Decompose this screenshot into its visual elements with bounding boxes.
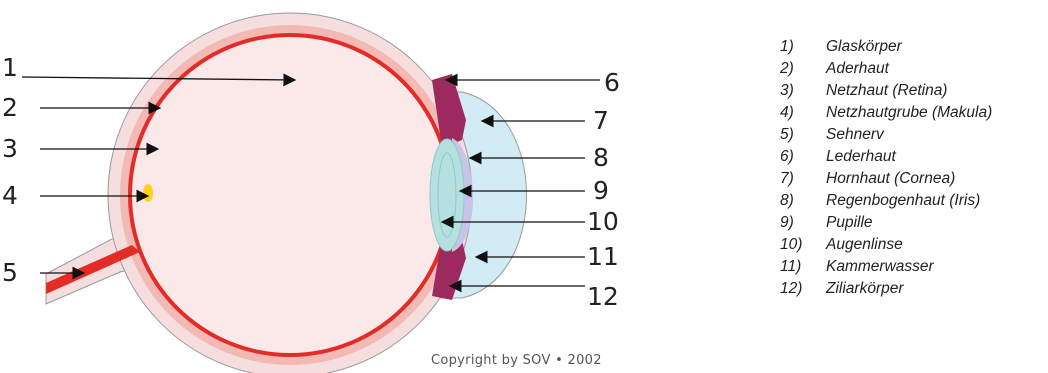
legend-label: Lederhaut: [826, 148, 896, 165]
legend-label: Regenbogenhaut (Iris): [826, 192, 981, 209]
legend-item: 1) Glaskörper: [780, 36, 992, 58]
ciliary-body-lower: [432, 236, 466, 300]
legend-number: 4): [780, 104, 794, 121]
legend-number: 2): [780, 60, 794, 77]
legend-item: 7) Hornhaut (Cornea): [780, 168, 992, 190]
callout-10: 10: [587, 207, 619, 236]
legend-number: 11): [780, 258, 802, 275]
callout-5: 5: [2, 258, 18, 287]
legend-label: Pupille: [826, 214, 873, 231]
callout-2: 2: [2, 93, 18, 122]
legend-item: 6) Lederhaut: [780, 146, 992, 168]
arrow-1: [21, 73, 297, 87]
legend-label: Netzhaut (Retina): [826, 82, 948, 99]
legend-item: 11) Kammerwasser: [780, 256, 992, 278]
legend-number: 10): [780, 236, 803, 253]
callout-4: 4: [2, 181, 18, 210]
legend-item: 10) Augenlinse: [780, 234, 992, 256]
legend-item: 4) Netzhautgrube (Makula): [780, 102, 992, 124]
legend-label: Hornhaut (Cornea): [826, 170, 956, 187]
legend-item: 3) Netzhaut (Retina): [780, 80, 992, 102]
legend-number: 7): [780, 170, 794, 187]
lens: [429, 138, 465, 252]
legend-item: 8) Regenbogenhaut (Iris): [780, 190, 992, 212]
callout-3: 3: [2, 134, 18, 163]
legend-item: 5) Sehnerv: [780, 124, 992, 146]
legend-item: 9) Pupille: [780, 212, 992, 234]
callout-1: 1: [2, 53, 18, 82]
legend-number: 6): [780, 148, 794, 165]
legend-label: Augenlinse: [826, 236, 903, 253]
ciliary-body: [432, 74, 466, 148]
legend-number: 8): [780, 192, 794, 209]
callout-arrows: [21, 73, 600, 293]
macula: [143, 184, 153, 202]
callout-8: 8: [593, 143, 609, 172]
legend-list: 1) Glaskörper 2) Aderhaut 3) Netzhaut (Reti…: [780, 36, 992, 300]
copyright-notice: Copyright by SOV • 2002: [431, 353, 602, 368]
callout-6: 6: [604, 68, 620, 97]
legend-number: 3): [780, 82, 794, 99]
vitreous-body: [132, 37, 448, 353]
legend-number: 5): [780, 126, 794, 143]
callout-12: 12: [587, 282, 619, 311]
legend-label: Netzhautgrube (Makula): [826, 104, 993, 121]
legend-number: 9): [780, 214, 794, 231]
optic-nerve: [46, 245, 140, 294]
legend-label: Kammerwasser: [826, 258, 934, 275]
callout-11: 11: [587, 242, 619, 271]
legend-label: Sehnerv: [826, 126, 884, 143]
legend-label: Ziliarkörper: [826, 280, 904, 297]
legend-item: 12) Ziliarkörper: [780, 278, 992, 300]
legend-item: 2) Aderhaut: [780, 58, 992, 80]
legend-number: 12): [780, 280, 803, 297]
legend-label: Aderhaut: [826, 60, 889, 77]
callout-7: 7: [593, 106, 609, 135]
legend-number: 1): [780, 38, 794, 55]
legend-label: Glaskörper: [826, 38, 902, 55]
callout-9: 9: [593, 176, 609, 205]
